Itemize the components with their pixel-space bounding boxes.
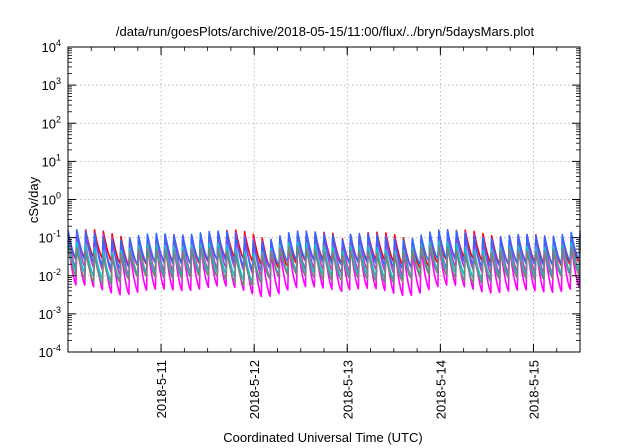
y-tick-label: 104 (42, 38, 61, 55)
grid-lines (68, 47, 580, 352)
x-tick-labels: 2018-5-11 2018-5-12 2018-5-13 2018-5-14 2018… (154, 360, 541, 419)
series-lines (67, 228, 581, 298)
x-tick-label: 2018-5-14 (433, 360, 448, 419)
y-tick-labels: 10-4 10-3 10-2 10-1 100 101 102 103 104 (39, 38, 61, 360)
chart-title: /data/run/goesPlots/archive/2018-05-15/1… (116, 24, 535, 39)
y-tick-label: 10-4 (39, 343, 61, 360)
y-tick-label: 100 (42, 191, 61, 208)
x-tick-label: 2018-5-12 (247, 360, 262, 419)
x-tick-label: 2018-5-13 (340, 360, 355, 419)
x-tick-label: 2018-5-11 (154, 360, 169, 418)
y-tick-label: 103 (42, 76, 61, 93)
y-tick-label: 101 (42, 152, 61, 169)
x-tick-label: 2018-5-15 (526, 360, 541, 419)
y-axis-label: cSv/day (26, 176, 41, 223)
series-line (67, 240, 581, 283)
y-tick-label: 102 (42, 114, 61, 131)
series-line (67, 228, 581, 272)
x-axis-label: Coordinated Universal Time (UTC) (223, 430, 422, 445)
series-line (67, 245, 581, 287)
plot-frame (67, 46, 581, 353)
y-tick-label: 10-1 (39, 229, 61, 246)
y-tick-label: 10-3 (39, 305, 61, 322)
y-tick-label: 10-2 (39, 267, 61, 284)
